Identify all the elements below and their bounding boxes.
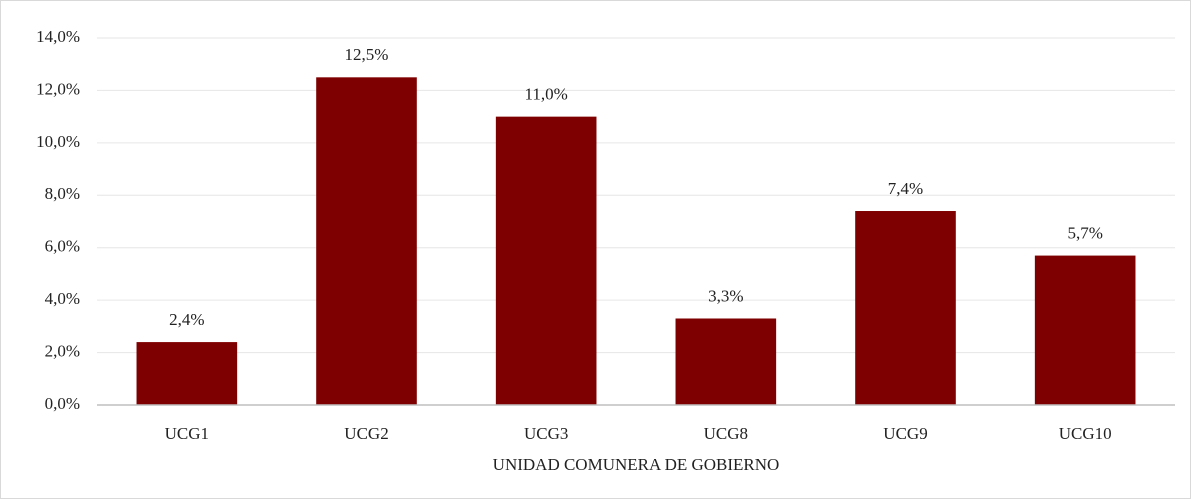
y-tick-label: 2,0% <box>45 341 80 360</box>
data-label: 12,5% <box>345 45 389 64</box>
bar <box>1034 255 1136 405</box>
y-tick-label: 8,0% <box>45 184 80 203</box>
data-label: 3,3% <box>708 286 743 305</box>
bar <box>675 318 777 405</box>
y-tick-label: 6,0% <box>45 237 80 256</box>
bar <box>316 77 417 406</box>
x-tick-label: UCG2 <box>344 424 388 443</box>
x-axis-label: UNIDAD COMUNERA DE GOBIERNO <box>493 455 780 474</box>
x-tick-label: UCG10 <box>1059 424 1112 443</box>
bar <box>855 211 956 405</box>
bar <box>136 342 238 405</box>
y-tick-label: 10,0% <box>36 132 80 151</box>
x-tick-label: UCG3 <box>524 424 568 443</box>
x-tick-label: UCG9 <box>883 424 927 443</box>
y-tick-label: 12,0% <box>36 79 80 98</box>
y-tick-label: 14,0% <box>36 27 80 46</box>
y-tick-label: 4,0% <box>45 289 80 308</box>
data-label: 7,4% <box>888 179 923 198</box>
data-label: 11,0% <box>525 85 568 104</box>
bar <box>495 116 597 406</box>
data-label: 5,7% <box>1067 223 1102 242</box>
x-tick-label: UCG8 <box>704 424 748 443</box>
y-tick-label: 0,0% <box>45 394 80 413</box>
x-tick-label: UCG1 <box>165 424 209 443</box>
data-label: 2,4% <box>169 310 204 329</box>
